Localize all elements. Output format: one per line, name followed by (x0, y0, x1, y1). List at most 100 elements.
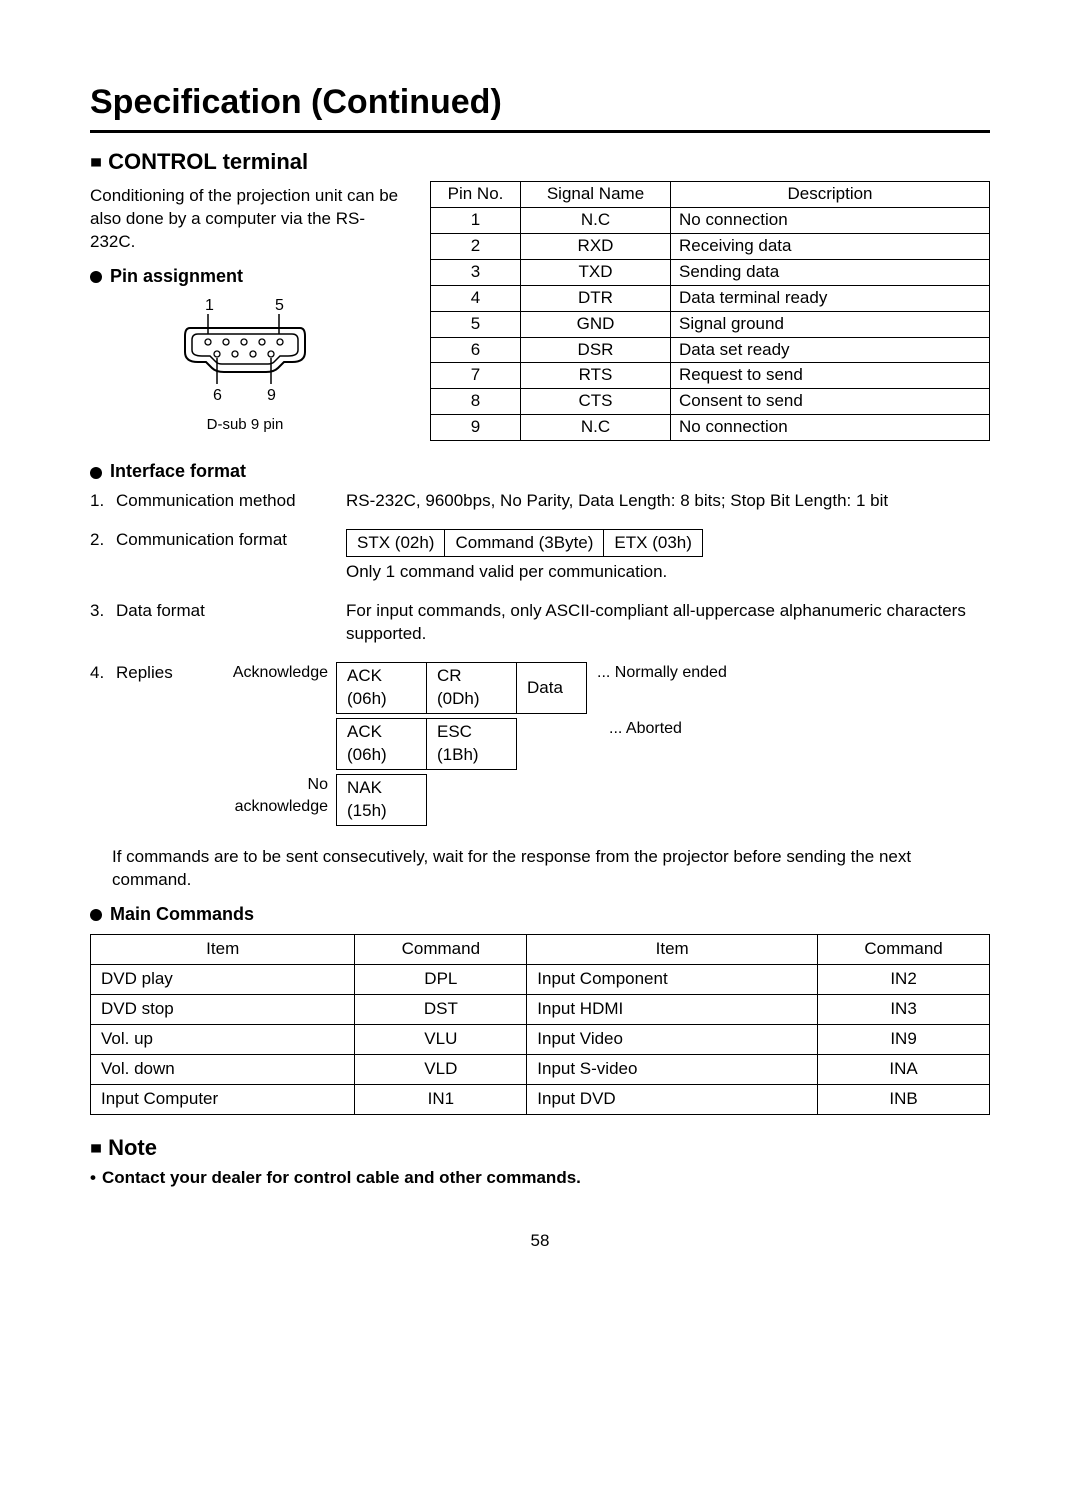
cell: 5 (431, 311, 521, 337)
cell: No connection (671, 207, 990, 233)
item-label: Communication format (116, 529, 346, 552)
bullet-icon (90, 909, 102, 921)
cell: Request to send (671, 363, 990, 389)
cmd-table-header: Command (818, 935, 990, 965)
note-bullet-icon: • (90, 1167, 96, 1190)
cell: RXD (521, 233, 671, 259)
page-title: Specification (Continued) (90, 80, 990, 133)
table-row: Pin No. Signal Name Description (431, 181, 990, 207)
interface-item-1: 1. Communication method RS-232C, 9600bps… (90, 490, 990, 513)
table-row: 7RTSRequest to send (431, 363, 990, 389)
acknowledge-label: Acknowledge (216, 662, 336, 684)
note-heading: Note (108, 1135, 157, 1160)
cell: Data set ready (671, 337, 990, 363)
item-label: Replies (116, 662, 216, 685)
interface-format-heading: Interface format (90, 459, 990, 483)
cmd-table-header: Command (355, 935, 527, 965)
cell: IN2 (818, 964, 990, 994)
table-row: 6DSRData set ready (431, 337, 990, 363)
dsub-caption: D-sub 9 pin (90, 415, 400, 435)
cell: Input DVD (527, 1084, 818, 1114)
main-commands-label: Main Commands (110, 904, 254, 924)
cell: RTS (521, 363, 671, 389)
table-row: 3TXDSending data (431, 259, 990, 285)
cell: VLU (355, 1024, 527, 1054)
pin-table: Pin No. Signal Name Description 1N.CNo c… (430, 181, 990, 441)
cell: INB (818, 1084, 990, 1114)
cell: Command (3Byte) (445, 529, 604, 557)
pin-assignment-heading: Pin assignment (90, 264, 400, 288)
cell: DVD play (91, 964, 355, 994)
dsub-top-right-num: 5 (275, 297, 284, 314)
cell: Vol. up (91, 1024, 355, 1054)
cell: Data (517, 663, 587, 714)
square-icon: ■ (90, 151, 102, 174)
cell: Input Component (527, 964, 818, 994)
pin-table-header: Signal Name (521, 181, 671, 207)
cell: STX (02h) (347, 529, 445, 557)
table-row: ACK (06h) CR (0Dh) Data (337, 663, 587, 714)
interface-format-label: Interface format (110, 461, 246, 481)
cell: DVD stop (91, 994, 355, 1024)
cell: Input HDMI (527, 994, 818, 1024)
no-acknowledge-label: No acknowledge (216, 774, 336, 817)
interface-item-2: 2. Communication format STX (02h) Comman… (90, 529, 990, 585)
cell: Input Video (527, 1024, 818, 1054)
consecutive-cmd-note: If commands are to be sent consecutively… (112, 846, 990, 892)
cell: INA (818, 1054, 990, 1084)
cell: Sending data (671, 259, 990, 285)
cell: 6 (431, 337, 521, 363)
cell: TXD (521, 259, 671, 285)
item-label: Communication method (116, 490, 346, 513)
item-value: For input commands, only ASCII-compliant… (346, 600, 990, 646)
cell: Input S-video (527, 1054, 818, 1084)
section-note: ■ Note (90, 1133, 990, 1163)
table-row: 8CTSConsent to send (431, 389, 990, 415)
cell: Data terminal ready (671, 285, 990, 311)
reply-row1-table: ACK (06h) CR (0Dh) Data (336, 662, 587, 714)
square-icon: ■ (90, 1137, 102, 1160)
table-row: Vol. upVLUInput VideoIN9 (91, 1024, 990, 1054)
control-intro: Conditioning of the projection unit can … (90, 185, 400, 254)
table-row: DVD stopDSTInput HDMIIN3 (91, 994, 990, 1024)
dsub-bottom-left-num: 6 (213, 387, 222, 404)
item-number: 2. (90, 529, 116, 552)
cell: VLD (355, 1054, 527, 1084)
cell: 2 (431, 233, 521, 259)
cell: ETX (03h) (604, 529, 702, 557)
item-number: 3. (90, 600, 116, 623)
cell: N.C (521, 415, 671, 441)
reply-note: ... Normally ended (597, 662, 727, 684)
cell: IN1 (355, 1084, 527, 1114)
reply-row2-table: ACK (06h) ESC (1Bh) (336, 718, 517, 770)
cell: Vol. down (91, 1054, 355, 1084)
table-row: DVD playDPLInput ComponentIN2 (91, 964, 990, 994)
cell: DTR (521, 285, 671, 311)
table-row: 2RXDReceiving data (431, 233, 990, 259)
dsub-connector-diagram: 1 5 6 (90, 296, 400, 435)
cell: Input Computer (91, 1084, 355, 1114)
table-row: 4DTRData terminal ready (431, 285, 990, 311)
cell: 3 (431, 259, 521, 285)
dsub-top-left-num: 1 (205, 297, 214, 314)
reply-row3-table: NAK (15h) (336, 774, 427, 826)
table-row: Input ComputerIN1Input DVDINB (91, 1084, 990, 1114)
cmd-table-header: Item (91, 935, 355, 965)
table-row: Vol. downVLDInput S-videoINA (91, 1054, 990, 1084)
table-row: ACK (06h) ESC (1Bh) (337, 719, 517, 770)
cell: 9 (431, 415, 521, 441)
commands-table: Item Command Item Command DVD playDPLInp… (90, 934, 990, 1115)
interface-item-4: 4. Replies Acknowledge ACK (06h) CR (0Dh… (90, 662, 990, 830)
item-value: RS-232C, 9600bps, No Parity, Data Length… (346, 490, 990, 513)
cell: IN3 (818, 994, 990, 1024)
comm-format-table: STX (02h) Command (3Byte) ETX (03h) (346, 529, 703, 558)
note-text: Contact your dealer for control cable an… (102, 1168, 581, 1187)
cell: Receiving data (671, 233, 990, 259)
page-number: 58 (90, 1230, 990, 1253)
cell: CR (0Dh) (427, 663, 517, 714)
cell: 4 (431, 285, 521, 311)
cmd-table-header: Item (527, 935, 818, 965)
cell: ACK (06h) (337, 719, 427, 770)
reply-note: ... Aborted (609, 718, 682, 740)
cell: ACK (06h) (337, 663, 427, 714)
